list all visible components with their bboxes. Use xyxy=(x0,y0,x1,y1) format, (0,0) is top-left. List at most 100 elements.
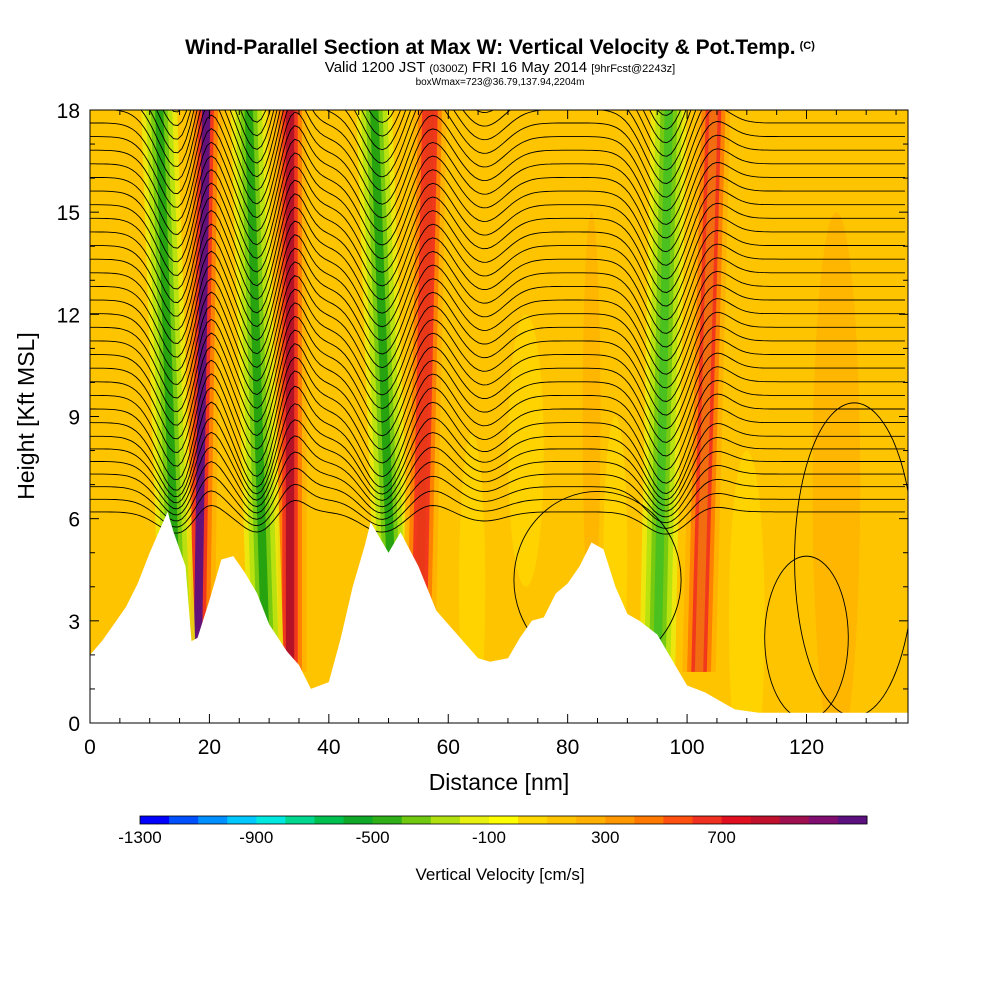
y-tick-label: 3 xyxy=(68,611,80,634)
isentrope-line xyxy=(90,125,905,239)
colorbar-swatch xyxy=(459,816,490,824)
plot-area xyxy=(90,110,908,723)
isentrope-line xyxy=(90,166,905,280)
isentrope-line xyxy=(90,110,905,212)
colorbar-swatch xyxy=(721,816,752,824)
colorbar-tick-label: -900 xyxy=(239,828,273,847)
isentrope-line xyxy=(90,234,905,348)
isentrope-line xyxy=(171,110,674,116)
colorbar-swatch xyxy=(779,816,810,824)
isentrope-line xyxy=(90,179,905,293)
isentrope-line xyxy=(90,247,905,362)
x-tick-label: 0 xyxy=(84,736,96,759)
x-tick-label: 120 xyxy=(789,736,824,759)
colorbar-swatch xyxy=(576,816,606,824)
colorbar-tick-label: 300 xyxy=(591,828,619,847)
colorbar-swatch xyxy=(663,816,694,824)
y-tick-label: 0 xyxy=(68,713,80,736)
copyright-mark: (C) xyxy=(799,40,815,52)
colorbar-swatch xyxy=(372,816,403,824)
colorbar-tick-label: -500 xyxy=(356,828,390,847)
weak-motion-patch xyxy=(728,450,765,723)
isentrope-line xyxy=(90,356,905,471)
colorbar-swatch xyxy=(750,816,781,824)
colorbar-swatch xyxy=(837,816,868,824)
colorbar-tick-label: -1300 xyxy=(118,828,161,847)
axis-ticks: 0 20 40 60 80 100 120 0 3 6 9 12 15 18 xyxy=(57,100,908,759)
terrain xyxy=(90,511,908,723)
isentrope-line xyxy=(90,435,905,512)
colorbar-swatch xyxy=(314,816,345,824)
isentrope-line xyxy=(90,499,905,535)
colorbar-title: Vertical Velocity [cm/s] xyxy=(415,865,584,884)
colorbar-swatch xyxy=(169,816,199,824)
isentrope-line xyxy=(90,288,905,402)
isentrope-line xyxy=(90,274,905,389)
isentrope-line xyxy=(90,343,905,457)
colorbar-swatch xyxy=(488,816,519,824)
potential-temperature-contours xyxy=(90,110,905,535)
isentrope-line xyxy=(90,261,905,375)
isentrope-line xyxy=(90,419,905,506)
y-axis-title: Height [Kft MSL] xyxy=(13,332,39,499)
isentrope-line xyxy=(90,370,905,484)
chart-title: Wind-Parallel Section at Max W: Vertical… xyxy=(0,36,1000,60)
x-axis-title: Distance [nm] xyxy=(429,769,570,795)
colorbar-swatch xyxy=(634,816,664,824)
weak-motion-patch xyxy=(507,314,544,587)
x-tick-label: 80 xyxy=(556,736,579,759)
y-tick-label: 12 xyxy=(57,304,80,327)
updraft-band xyxy=(694,110,718,672)
isentrope-line xyxy=(107,110,703,184)
colorbar-swatch xyxy=(605,816,635,824)
isentrope-line xyxy=(140,110,697,171)
x-tick-label: 40 xyxy=(317,736,340,759)
colorbar: -1300 -900 -500 -100 300 700 xyxy=(118,815,868,847)
colorbar-swatch xyxy=(140,816,170,824)
x-tick-label: 60 xyxy=(437,736,460,759)
isentrope-line xyxy=(90,385,905,494)
colorbar-swatch xyxy=(401,816,432,824)
moderate-updraft-patch xyxy=(812,212,861,723)
colorbar-swatch xyxy=(256,816,286,824)
chart-subtitle: Valid 1200 JST (0300Z) FRI 16 May 2014 [… xyxy=(0,59,1000,76)
colorbar-tick-label: 700 xyxy=(707,828,735,847)
colorbar-swatch xyxy=(430,816,461,824)
colorbar-tick-label: -100 xyxy=(472,828,506,847)
isentrope-line xyxy=(90,138,905,253)
colorbar-swatch xyxy=(198,816,228,824)
y-tick-label: 15 xyxy=(57,202,80,225)
valid-date: FRI 16 May 2014 xyxy=(472,59,588,76)
x-tick-label: 100 xyxy=(670,736,705,759)
downdraft-band xyxy=(370,110,399,672)
isentrope-line xyxy=(90,451,905,518)
valid-time: Valid 1200 JST xyxy=(324,59,426,76)
isentrope-line xyxy=(90,193,905,307)
forecast-info: [9hrFcst@2243z] xyxy=(591,63,676,75)
valid-utc: (0300Z) xyxy=(429,63,468,75)
isentrope-line xyxy=(90,220,905,334)
box-info: boxWmax=723@36.79,137.94,2204m xyxy=(415,77,585,88)
isentrope-line xyxy=(90,110,905,198)
isentrope-line xyxy=(90,315,905,430)
isentrope-line xyxy=(90,329,905,443)
isentrope-line xyxy=(90,152,905,266)
y-tick-label: 18 xyxy=(57,100,80,123)
colorbar-swatch xyxy=(227,816,257,824)
updraft-band xyxy=(414,110,435,672)
colorbar-swatch xyxy=(808,816,839,824)
isentrope-line xyxy=(90,206,905,321)
colorbar-swatch xyxy=(285,816,315,824)
colorbar-swatch xyxy=(547,816,577,824)
chart-title-text: Wind-Parallel Section at Max W: Vertical… xyxy=(185,36,796,59)
colorbar-swatch xyxy=(692,816,723,824)
x-tick-label: 20 xyxy=(198,736,221,759)
colorbar-swatch xyxy=(518,816,548,824)
isentrope-line xyxy=(90,403,905,501)
downdraft-band xyxy=(244,110,271,672)
isentrope-line xyxy=(90,111,905,225)
downdraft-band xyxy=(155,110,183,672)
colorbar-swatch xyxy=(343,816,374,824)
y-tick-label: 6 xyxy=(68,509,80,532)
